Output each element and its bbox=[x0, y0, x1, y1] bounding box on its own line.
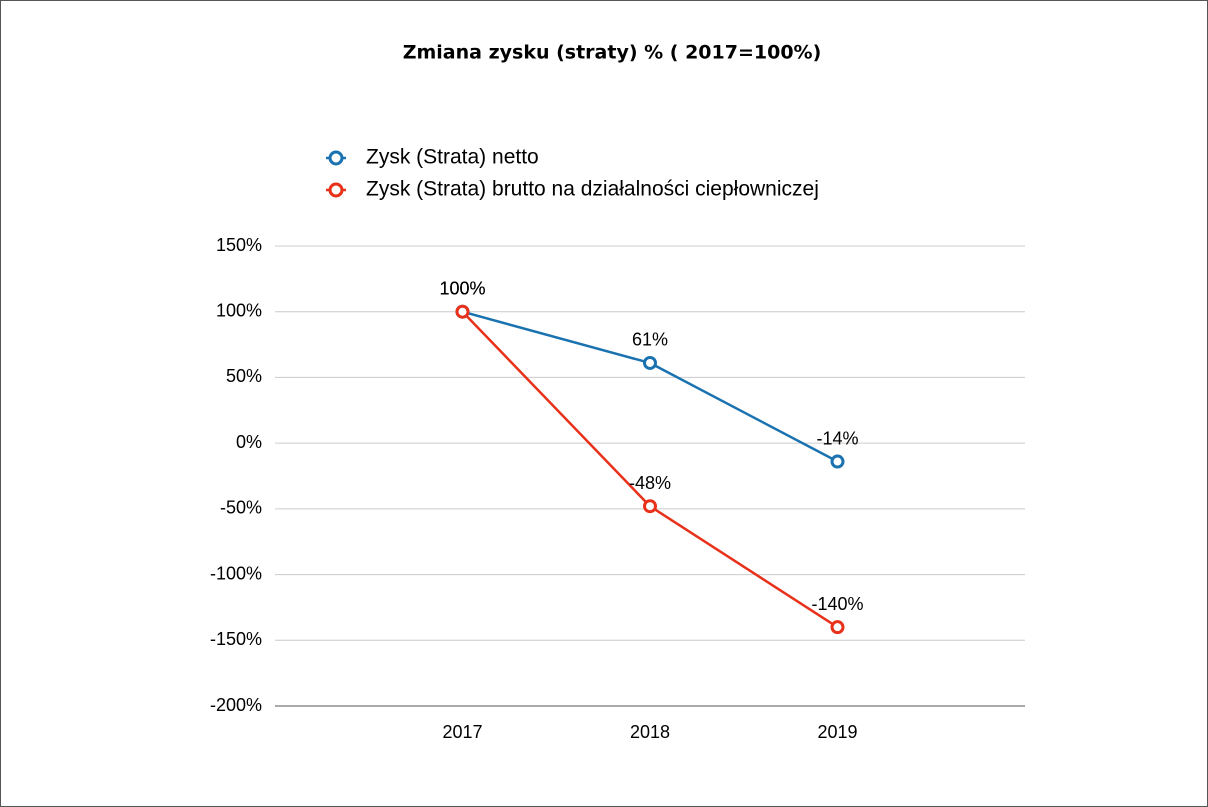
chart-title: Zmiana zysku (straty) % ( 2017=100%) bbox=[403, 42, 822, 64]
x-tick-label: 2018 bbox=[630, 722, 670, 742]
y-tick-label: -100% bbox=[210, 563, 262, 583]
point bbox=[830, 454, 845, 469]
x-tick-label: 2017 bbox=[442, 722, 482, 742]
y-tick-label: -150% bbox=[210, 629, 262, 649]
legend-marker bbox=[328, 182, 344, 198]
data-label: 100% bbox=[439, 278, 485, 298]
data-label: -48% bbox=[629, 473, 671, 493]
y-tick-label: -50% bbox=[220, 498, 262, 518]
y-tick-label: 100% bbox=[216, 300, 262, 320]
legend-label: Zysk (Strata) brutto na działalności cie… bbox=[366, 178, 819, 201]
legend-marker bbox=[328, 150, 344, 166]
y-tick-label: 150% bbox=[216, 235, 262, 255]
data-label: -140% bbox=[811, 594, 863, 614]
legend-label: Zysk (Strata) netto bbox=[366, 146, 539, 169]
point bbox=[455, 304, 470, 319]
y-tick-label: -200% bbox=[210, 695, 262, 715]
point bbox=[830, 620, 845, 635]
point bbox=[643, 499, 657, 514]
point bbox=[643, 355, 657, 370]
y-tick-label: 50% bbox=[226, 366, 262, 386]
data-label: 61% bbox=[632, 330, 668, 350]
data-label: 100% bbox=[439, 278, 485, 298]
x-tick-label: 2019 bbox=[817, 722, 857, 742]
y-tick-label: 0% bbox=[236, 432, 262, 452]
data-label: -14% bbox=[816, 428, 858, 448]
